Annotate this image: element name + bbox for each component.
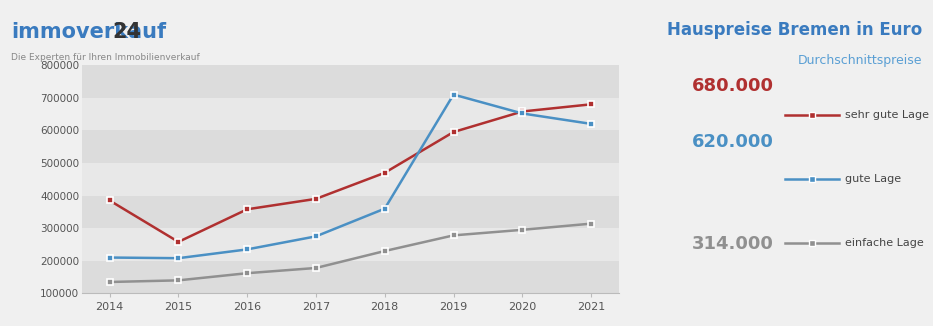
- Bar: [82, 65, 619, 98]
- Text: 680.000: 680.000: [691, 77, 773, 95]
- Bar: [82, 196, 619, 228]
- Text: immoverkauf: immoverkauf: [11, 22, 166, 42]
- Text: Die Experten für Ihren Immobilienverkauf: Die Experten für Ihren Immobilienverkauf: [11, 53, 200, 62]
- Bar: [82, 98, 619, 130]
- Text: Durchschnittspreise: Durchschnittspreise: [798, 54, 922, 67]
- Text: einfache Lage: einfache Lage: [845, 238, 924, 248]
- Text: Hauspreise Bremen in Euro: Hauspreise Bremen in Euro: [666, 21, 922, 38]
- Bar: [82, 261, 619, 293]
- Text: sehr gute Lage: sehr gute Lage: [845, 111, 929, 120]
- Text: 24: 24: [112, 22, 141, 42]
- Bar: [82, 163, 619, 196]
- Bar: [82, 130, 619, 163]
- Text: 620.000: 620.000: [691, 133, 773, 151]
- Text: gute Lage: gute Lage: [845, 174, 901, 184]
- Bar: [82, 228, 619, 261]
- Text: 314.000: 314.000: [691, 235, 773, 253]
